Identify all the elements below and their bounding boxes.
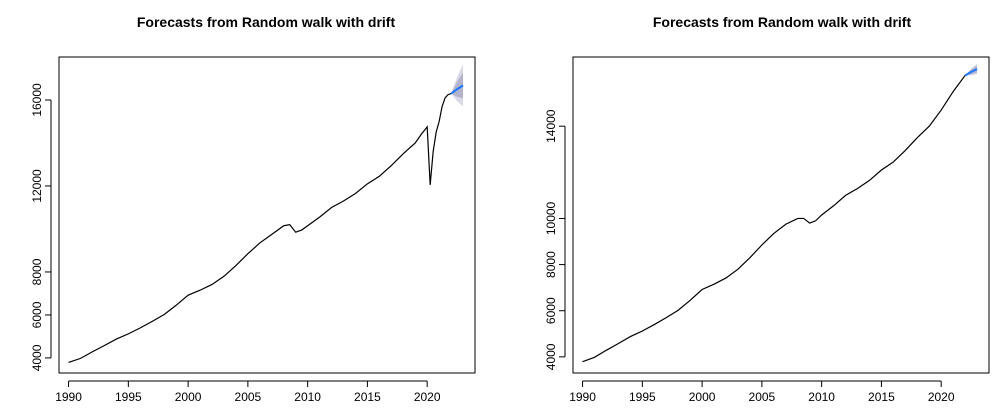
left-x-tick-label: 2015	[354, 390, 381, 404]
left-chart-panel: Forecasts from Random walk with drift 19…	[30, 14, 476, 404]
left-y-tick-label: 8000	[30, 258, 44, 285]
right-lines	[582, 68, 978, 363]
left-x-tick-label: 2010	[294, 390, 321, 404]
right-x-tick-label: 1995	[629, 390, 656, 404]
left-x-tick-label: 1990	[55, 390, 82, 404]
right-x-tick-label: 2010	[808, 390, 835, 404]
left-prediction-bands	[451, 63, 464, 107]
left-x-tick-label: 2005	[235, 390, 262, 404]
right-x-tick-label: 2020	[928, 390, 955, 404]
right-chart-panel: Forecasts from Random walk with drift 19…	[544, 14, 990, 404]
right-x-tick-label: 2000	[689, 390, 716, 404]
left-y-tick-label: 12000	[30, 169, 44, 203]
right-y-tick-label: 6000	[544, 297, 558, 324]
left-x-tick-label: 2020	[414, 390, 441, 404]
left-x-tick-label: 2000	[175, 390, 202, 404]
right-x-tick-label: 1990	[569, 390, 596, 404]
left-forecast-line	[450, 84, 464, 95]
left-y-tick-label: 4000	[30, 344, 44, 371]
left-y-tick-label: 16000	[30, 83, 44, 117]
right-x-axis: 1990 1995 2000 2005 2010 2015 2020	[569, 380, 955, 404]
right-series-line	[582, 75, 966, 363]
left-y-tick-label: 6000	[30, 301, 44, 328]
left-chart-title: Forecasts from Random walk with drift	[137, 14, 396, 30]
right-y-tick-label: 8000	[544, 251, 558, 278]
right-y-tick-label: 14000	[544, 109, 558, 143]
right-forecast-line	[964, 68, 978, 77]
right-y-tick-label: 4000	[544, 343, 558, 370]
left-y-axis: 4000 6000 8000 12000 16000	[30, 83, 52, 371]
right-chart-title: Forecasts from Random walk with drift	[653, 14, 912, 30]
right-plot-box	[572, 56, 990, 374]
left-plot-box	[58, 56, 476, 374]
right-y-tick-label: 10000	[544, 201, 558, 235]
right-x-tick-label: 2005	[749, 390, 776, 404]
right-y-axis: 4000 6000 8000 10000 14000	[544, 109, 566, 370]
right-x-tick-label: 2015	[868, 390, 895, 404]
left-series-line	[68, 92, 452, 364]
left-x-axis: 1990 1995 2000 2005 2010 2015 2020	[55, 380, 441, 404]
left-x-tick-label: 1995	[115, 390, 142, 404]
left-lines	[68, 84, 464, 364]
